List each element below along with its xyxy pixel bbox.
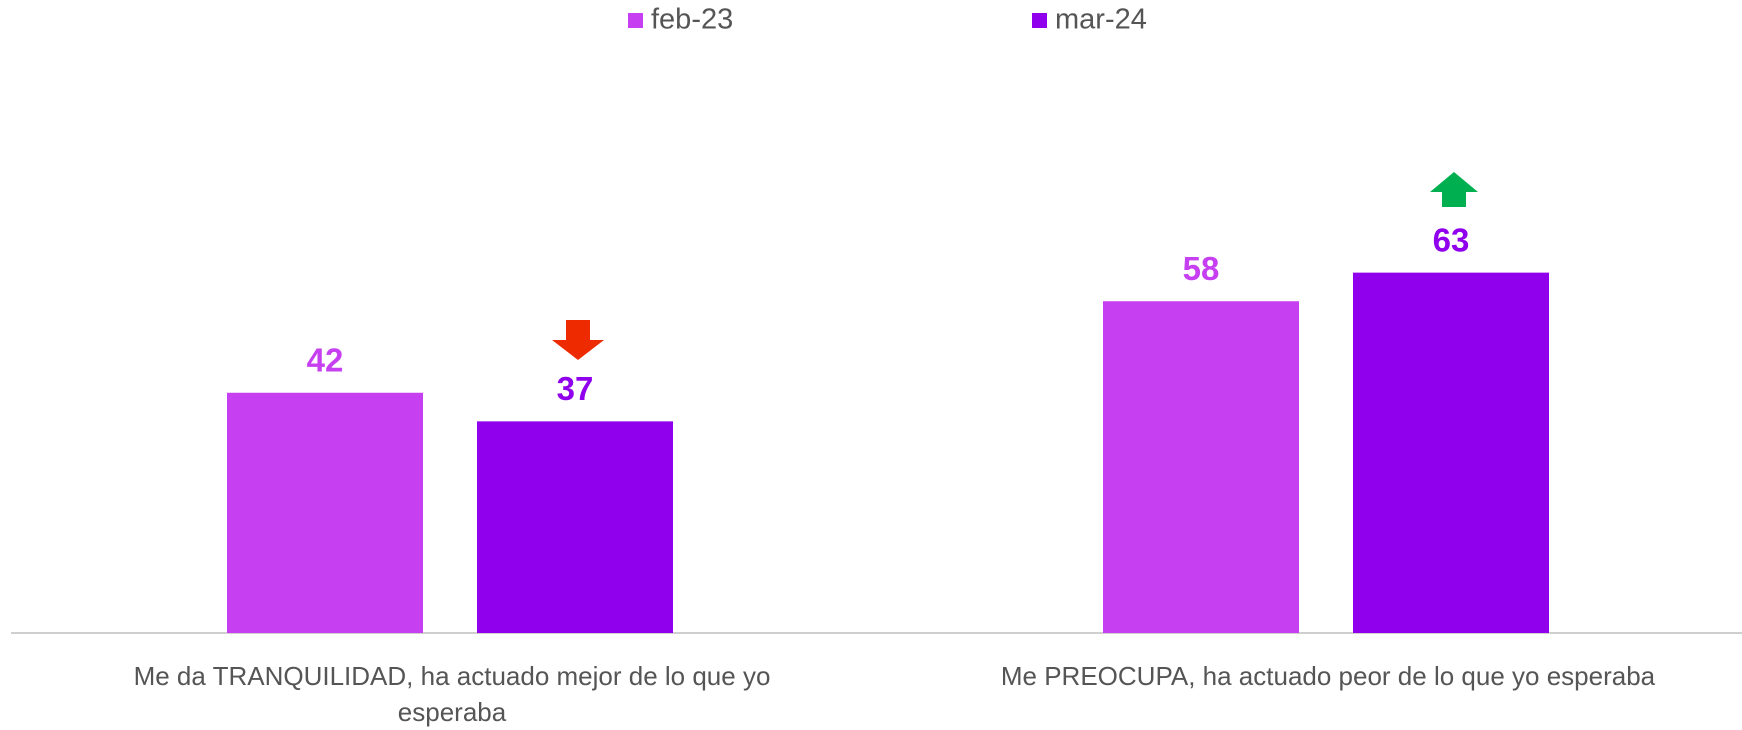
bar — [1353, 272, 1549, 633]
down-arrow — [552, 320, 604, 360]
category-label: Me da TRANQUILIDAD, ha actuado mejor de … — [133, 661, 771, 727]
legend-label: feb-23 — [651, 4, 733, 36]
value-label: 37 — [557, 370, 594, 407]
category-label: Me PREOCUPA, ha actuado peor de lo que y… — [1000, 661, 1656, 691]
bar — [227, 392, 423, 633]
bar — [477, 421, 673, 633]
legend-swatch — [628, 13, 643, 28]
legend-label: mar-24 — [1055, 4, 1147, 36]
up-arrow — [1430, 172, 1478, 207]
bar — [1103, 301, 1299, 633]
value-label: 63 — [1433, 221, 1470, 258]
value-label: 58 — [1183, 250, 1220, 287]
value-label: 42 — [307, 341, 344, 378]
legend-swatch — [1032, 13, 1047, 28]
